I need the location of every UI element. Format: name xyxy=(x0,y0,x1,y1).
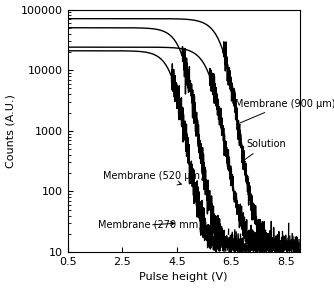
Text: Membrane (900 μm): Membrane (900 μm) xyxy=(235,99,334,125)
Text: Solution: Solution xyxy=(241,139,286,162)
Text: Membrane (270 mm): Membrane (270 mm) xyxy=(98,220,202,230)
Text: Membrane (520 μm): Membrane (520 μm) xyxy=(104,171,204,185)
X-axis label: Pulse height (V): Pulse height (V) xyxy=(140,272,228,283)
Y-axis label: Counts (A.U.): Counts (A.U.) xyxy=(6,94,16,168)
